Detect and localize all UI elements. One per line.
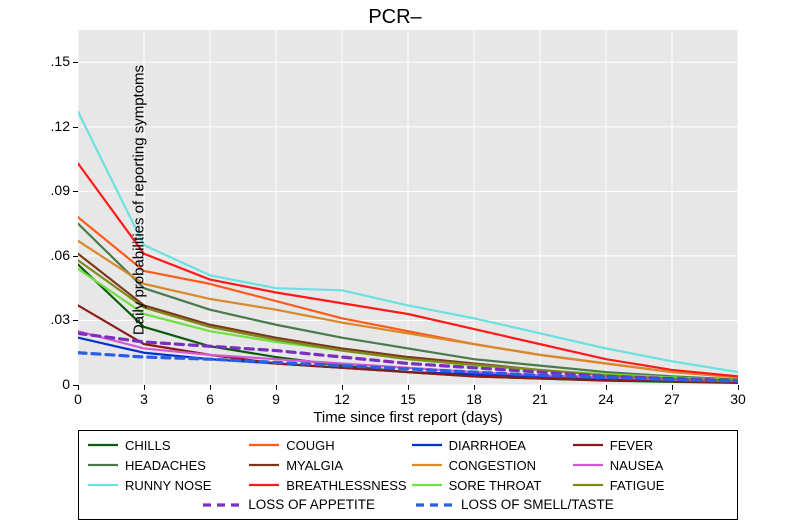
- x-tick-label: 24: [594, 391, 618, 407]
- legend-item: BREATHLESSNESS: [248, 475, 406, 495]
- legend-label: RUNNY NOSE: [125, 478, 211, 493]
- y-tick-label: .12: [51, 118, 70, 134]
- x-axis-label: Time since first report (days): [78, 409, 738, 426]
- chart-title: PCR–: [0, 6, 790, 29]
- legend-item: LOSS OF APPETITE: [202, 497, 375, 512]
- legend-item: MYALGIA: [248, 455, 406, 475]
- x-tick-mark: [606, 385, 607, 390]
- legend-label: BREATHLESSNESS: [286, 478, 406, 493]
- legend-label: DIARRHOEA: [449, 438, 526, 453]
- y-tick-label: .06: [51, 247, 70, 263]
- legend-label: CHILLS: [125, 438, 171, 453]
- y-tick-mark: [73, 127, 78, 128]
- figure: PCR– 0 .03 .06 .09 .12 .15 0 3 6 9 12 15 18 21 24 27 30…: [0, 0, 790, 525]
- legend-swatch: [87, 438, 119, 452]
- x-tick-label: 30: [726, 391, 750, 407]
- legend-label: LOSS OF APPETITE: [248, 497, 375, 512]
- y-tick-mark: [73, 320, 78, 321]
- legend-item: CHILLS: [87, 435, 244, 455]
- x-tick-mark: [408, 385, 409, 390]
- x-tick-label: 18: [462, 391, 486, 407]
- x-tick-label: 3: [132, 391, 156, 407]
- legend-item: FATIGUE: [572, 475, 729, 495]
- legend-swatch: [572, 438, 604, 452]
- x-tick-label: 15: [396, 391, 420, 407]
- x-tick-mark: [342, 385, 343, 390]
- legend-item: RUNNY NOSE: [87, 475, 244, 495]
- legend-label: SORE THROAT: [449, 478, 542, 493]
- legend-item: SORE THROAT: [411, 475, 568, 495]
- y-tick-label: 0: [62, 376, 70, 392]
- x-tick-mark: [210, 385, 211, 390]
- legend-swatch: [411, 478, 443, 492]
- x-tick-mark: [276, 385, 277, 390]
- legend-label: CONGESTION: [449, 458, 536, 473]
- legend-swatch: [572, 478, 604, 492]
- legend-grid: CHILLS COUGH DIARRHOEA FEVER HEADACHES MYALGI…: [87, 435, 729, 495]
- legend-label: FEVER: [610, 438, 653, 453]
- legend-swatch: [202, 498, 242, 512]
- legend-swatch: [87, 458, 119, 472]
- y-axis-label: Daily probabilities of reporting symptom…: [131, 65, 148, 335]
- x-tick-mark: [474, 385, 475, 390]
- y-tick-label: .09: [51, 182, 70, 198]
- legend-swatch: [411, 438, 443, 452]
- plot-area: [78, 30, 738, 385]
- x-tick-mark: [144, 385, 145, 390]
- legend-item: NAUSEA: [572, 455, 729, 475]
- x-tick-mark: [78, 385, 79, 390]
- x-tick-mark: [738, 385, 739, 390]
- x-tick-label: 6: [198, 391, 222, 407]
- plot-svg: [78, 30, 738, 385]
- legend-item: LOSS OF SMELL/TASTE: [415, 497, 614, 512]
- x-tick-mark: [672, 385, 673, 390]
- legend-item: DIARRHOEA: [411, 435, 568, 455]
- legend-swatch: [248, 438, 280, 452]
- y-tick-label: .15: [51, 53, 70, 69]
- legend-item: COUGH: [248, 435, 406, 455]
- y-tick-mark: [73, 191, 78, 192]
- y-tick-label: .03: [51, 311, 70, 327]
- legend-label: HEADACHES: [125, 458, 206, 473]
- legend-swatch: [415, 498, 455, 512]
- legend-item: FEVER: [572, 435, 729, 455]
- legend-label: NAUSEA: [610, 458, 663, 473]
- y-tick-mark: [73, 256, 78, 257]
- y-tick-mark: [73, 62, 78, 63]
- legend-swatch: [87, 478, 119, 492]
- x-tick-label: 12: [330, 391, 354, 407]
- legend-label: COUGH: [286, 438, 334, 453]
- legend-swatch: [248, 458, 280, 472]
- x-tick-mark: [540, 385, 541, 390]
- x-tick-label: 0: [66, 391, 90, 407]
- legend-label: MYALGIA: [286, 458, 343, 473]
- legend: CHILLS COUGH DIARRHOEA FEVER HEADACHES MYALGI…: [78, 430, 738, 520]
- legend-label: LOSS OF SMELL/TASTE: [461, 497, 614, 512]
- x-tick-label: 27: [660, 391, 684, 407]
- legend-bottom-row: LOSS OF APPETITE LOSS OF SMELL/TASTE: [87, 497, 729, 512]
- legend-swatch: [248, 478, 280, 492]
- legend-label: FATIGUE: [610, 478, 665, 493]
- x-tick-label: 21: [528, 391, 552, 407]
- legend-swatch: [572, 458, 604, 472]
- legend-item: CONGESTION: [411, 455, 568, 475]
- legend-swatch: [411, 458, 443, 472]
- legend-item: HEADACHES: [87, 455, 244, 475]
- x-tick-label: 9: [264, 391, 288, 407]
